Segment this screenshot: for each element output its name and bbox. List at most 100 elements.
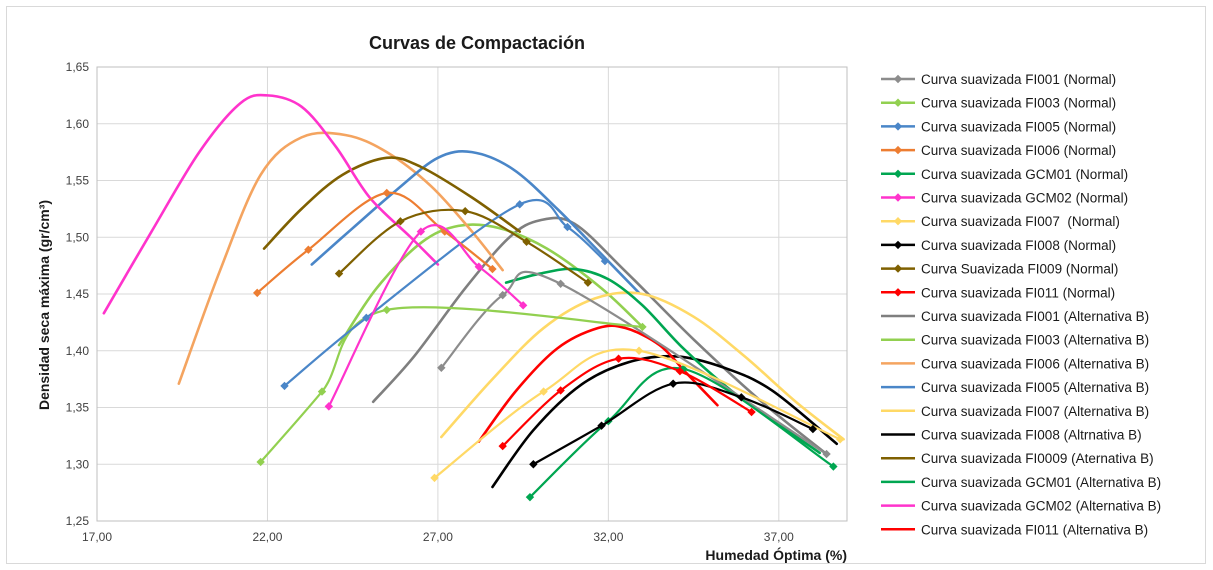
legend-item: Curva suavizada GCM01 (Alternativa B) <box>881 475 1161 490</box>
data-point <box>829 462 838 471</box>
data-point <box>600 256 610 266</box>
legend-item: Curva suavizada FI008 (Altrnativa B) <box>881 428 1142 443</box>
data-point <box>515 200 524 209</box>
series-line <box>262 156 522 250</box>
series-1 <box>256 305 647 467</box>
series-8 <box>334 206 593 287</box>
legend-label: Curva suavizada FI003 (Alternativa B) <box>921 333 1149 348</box>
axes: 1,25 1,30 1,35 1,40 1,45 1,50 1,55 1,60 1,65 17,0… <box>66 60 848 544</box>
legend-label: Curva suavizada FI011 (Alternativa B) <box>921 522 1148 537</box>
series-17 <box>504 267 822 455</box>
legend-marker <box>893 193 903 202</box>
grid-lines <box>96 66 847 522</box>
data-point <box>280 381 289 391</box>
legend: Curva suavizada FI001 (Normal) Curva suav… <box>881 72 1161 537</box>
legend-label: Curva Suavizada FI009 (Normal) <box>921 262 1118 277</box>
series-18 <box>102 93 440 315</box>
data-point <box>668 379 678 388</box>
legend-item: Curva suavizada FI011 (Normal) <box>881 285 1115 300</box>
legend-item: Curva suavizada FI007 (Normal) <box>881 214 1120 229</box>
chart-title: Curvas de Compactación <box>369 33 585 53</box>
series-layer <box>102 93 845 502</box>
series-line <box>440 291 845 441</box>
series-line <box>177 131 504 385</box>
legend-item: Curva suavizada FI003 (Alternativa B) <box>881 333 1149 348</box>
series-9 <box>498 354 756 451</box>
data-point <box>822 449 831 459</box>
series-line <box>528 366 835 499</box>
legend-marker <box>893 240 903 250</box>
legend-label: Curva suavizada FI007 (Alternativa B) <box>921 404 1149 419</box>
data-point <box>488 264 497 274</box>
legend-item: Curva suavizada GCM02 (Alternativa B) <box>881 499 1161 514</box>
legend-label: Curva suavizada FI005 (Normal) <box>921 119 1116 134</box>
data-point <box>498 441 507 451</box>
x-tick-label: 27,00 <box>423 530 453 544</box>
legend-label: Curva suavizada GCM01 (Normal) <box>921 167 1128 182</box>
legend-item: Curva suavizada FI011 (Alternativa B) <box>881 522 1148 537</box>
data-point <box>529 460 538 469</box>
legend-label: Curva suavizada GCM02 (Alternativa B) <box>921 499 1161 514</box>
data-point <box>525 492 535 502</box>
series-6 <box>430 346 845 483</box>
y-tick-label: 1,45 <box>66 287 90 301</box>
legend-marker <box>893 98 903 107</box>
legend-item: Curva suavizada FI001 (Normal) <box>881 72 1116 87</box>
legend-marker <box>893 145 903 155</box>
data-point <box>518 301 528 310</box>
legend-label: Curva suavizada FI006 (Alternativa B) <box>921 356 1149 371</box>
data-point <box>808 424 818 434</box>
data-point <box>556 279 565 288</box>
data-point <box>563 222 572 232</box>
legend-marker <box>893 264 903 273</box>
data-point <box>334 269 344 278</box>
series-line <box>337 223 644 347</box>
legend-marker <box>893 122 903 131</box>
legend-label: Curva suavizada FI008 (Altrnativa B) <box>921 428 1142 443</box>
y-tick-label: 1,50 <box>66 230 90 244</box>
data-point <box>396 217 405 226</box>
legend-item: Curva suavizada FI006 (Normal) <box>881 143 1116 158</box>
legend-label: Curva suavizada FI007 (Normal) <box>921 214 1120 229</box>
data-point <box>835 435 845 444</box>
data-point <box>737 393 746 402</box>
y-tick-label: 1,40 <box>66 344 90 358</box>
legend-label: Curva suavizada FI001 (Normal) <box>921 72 1116 87</box>
legend-marker <box>893 169 903 178</box>
legend-label: Curva suavizada GCM01 (Alternativa B) <box>921 475 1161 490</box>
data-point <box>597 421 606 430</box>
data-point <box>416 227 426 236</box>
x-tick-label: 37,00 <box>764 530 794 544</box>
series-14 <box>440 291 845 441</box>
data-point <box>317 387 327 396</box>
y-tick-label: 1,30 <box>66 457 90 471</box>
series-line <box>327 224 525 408</box>
data-point <box>556 386 565 395</box>
data-point <box>747 407 756 417</box>
data-point <box>634 346 644 355</box>
x-tick-label: 22,00 <box>252 530 282 544</box>
series-line <box>259 306 644 464</box>
legend-label: Curva suavizada FI006 (Normal) <box>921 143 1116 158</box>
legend-item: Curva suavizada FI001 (Alternativa B) <box>881 309 1149 324</box>
series-line <box>504 267 822 455</box>
legend-label: Curva suavizada FI005 (Alternativa B) <box>921 380 1149 395</box>
legend-marker <box>893 74 903 84</box>
series-line <box>433 348 842 479</box>
legend-item: Curva suavizada FI007 (Alternativa B) <box>881 404 1149 419</box>
legend-item: Curva suavizada FI0009 (Aternativa B) <box>881 451 1154 466</box>
y-tick-label: 1,55 <box>66 174 90 188</box>
compaction-curves-chart: Curvas de Compactación 1,251,301,351,401… <box>36 33 1161 563</box>
data-point <box>382 305 391 315</box>
series-10 <box>371 216 828 456</box>
data-point <box>474 262 484 271</box>
data-point <box>583 278 593 287</box>
chart-frame: Curvas de Compactación 1,25 1,30 1,35 1,40 1… <box>6 6 1206 564</box>
series-2 <box>280 198 610 391</box>
data-point <box>460 206 470 216</box>
series-12 <box>177 131 504 385</box>
data-point <box>256 457 265 467</box>
series-5 <box>324 224 528 411</box>
series-15 <box>491 354 839 489</box>
y-tick-label: 1,25 <box>66 514 90 528</box>
